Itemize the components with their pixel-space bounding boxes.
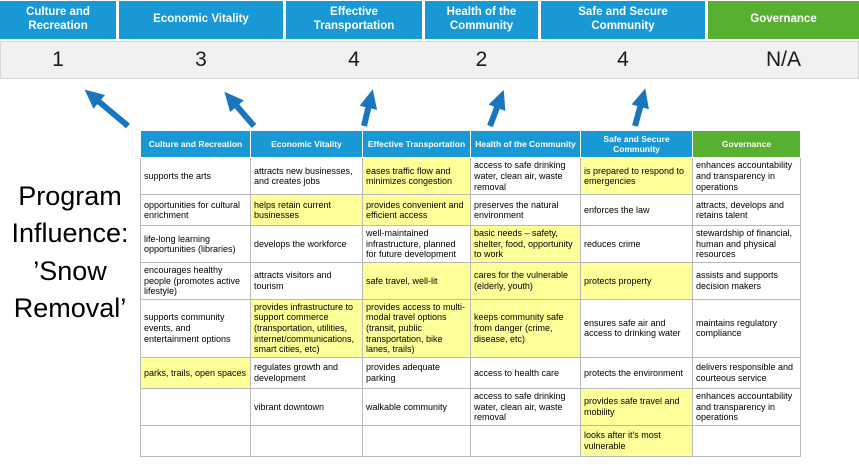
- matrix-cell: provides convenient and efficient access: [362, 194, 471, 227]
- matrix-cell: delivers responsible and courteous servi…: [692, 356, 801, 389]
- table-row: supports the arts attracts new businesses…: [140, 157, 801, 196]
- matrix-cell: protects property: [580, 262, 693, 300]
- matrix-cell: access to safe drinking water, clean air…: [470, 387, 581, 426]
- matrix-cell: looks after it's most vulnerable: [580, 424, 693, 457]
- matrix-cell: stewardship of financial, human and phys…: [692, 225, 801, 264]
- matrix-cell: [140, 387, 251, 426]
- score-band-background: [0, 41, 859, 79]
- matrix-cell: attracts new businesses, and creates job…: [250, 157, 363, 196]
- matrix-cell: reduces crime: [580, 225, 693, 264]
- matrix-cell: preserves the natural environment: [470, 194, 581, 227]
- table-row: encourages healthy people (promotes acti…: [140, 262, 801, 300]
- matrix-cell: ensures safe air and access to drinking …: [580, 298, 693, 358]
- title-line: ’Snow: [33, 255, 107, 286]
- matrix-cell: safe travel, well-lit: [362, 262, 471, 300]
- matrix-cell: helps retain current businesses: [250, 194, 363, 227]
- summary-score-3: 2: [475, 48, 488, 71]
- matrix-cell: [470, 424, 581, 457]
- matrix-cell: [250, 424, 363, 457]
- matrix-header-row: Culture and Recreation Economic Vitality E…: [140, 129, 801, 159]
- matrix-cell: regulates growth and development: [250, 356, 363, 389]
- matrix-header-cell: Safe and Secure Community: [580, 129, 693, 159]
- summary-score-0: 1: [52, 48, 64, 71]
- matrix-cell: attracts visitors and tourism: [250, 262, 363, 300]
- summary-header-2: Effective Transportation: [286, 1, 422, 39]
- table-row: supports community events, and entertain…: [140, 298, 801, 358]
- matrix-cell: [140, 424, 251, 457]
- matrix-cell: enforces the law: [580, 194, 693, 227]
- matrix-cell: access to health care: [470, 356, 581, 389]
- up-arrow-icon: [487, 89, 506, 128]
- matrix-cell: assists and supports decision makers: [692, 262, 801, 300]
- matrix-cell: enhances accountability and transparency…: [692, 157, 801, 196]
- matrix-cell: provides adequate parking: [362, 356, 471, 389]
- matrix-header-cell: Health of the Community: [470, 129, 581, 159]
- matrix-cell: basic needs – safety, shelter, food, opp…: [470, 225, 581, 264]
- matrix-header-cell: Effective Transportation: [362, 129, 471, 159]
- summary-header-5: Governance: [708, 1, 859, 39]
- matrix-cell: opportunities for cultural enrichment: [140, 194, 251, 227]
- influence-matrix-table: Culture and Recreation Economic Vitality E…: [140, 129, 801, 457]
- matrix-cell: provides safe travel and mobility: [580, 387, 693, 426]
- matrix-cell: well-maintained infrastructure, planned …: [362, 225, 471, 264]
- summary-score-4: 4: [617, 48, 629, 71]
- matrix-body: supports the arts attracts new businesses…: [140, 157, 801, 457]
- matrix-header-cell: Economic Vitality: [250, 129, 363, 159]
- up-arrow-icon: [84, 89, 130, 129]
- matrix-cell: provides infrastructure to support comme…: [250, 298, 363, 358]
- summary-header-0: Culture and Recreation: [0, 1, 116, 39]
- summary-header-4: Safe and Secure Community: [541, 1, 705, 39]
- matrix-cell: attracts, develops and retains talent: [692, 194, 801, 227]
- table-row: looks after it's most vulnerable: [140, 424, 801, 457]
- table-row: vibrant downtown walkable community access…: [140, 387, 801, 426]
- matrix-cell: eases traffic flow and minimizes congest…: [362, 157, 471, 196]
- table-row: opportunities for cultural enrichment hel…: [140, 194, 801, 227]
- summary-header-3: Health of the Community: [425, 1, 538, 39]
- matrix-cell: keeps community safe from danger (crime,…: [470, 298, 581, 358]
- up-arrow-icon: [631, 88, 649, 127]
- up-arrow-icon: [224, 91, 257, 128]
- matrix-cell: vibrant downtown: [250, 387, 363, 426]
- title-line: Program: [18, 181, 122, 211]
- matrix-cell: protects the environment: [580, 356, 693, 389]
- matrix-cell: develops the workforce: [250, 225, 363, 264]
- matrix-cell: life-long learning opportunities (librar…: [140, 225, 251, 264]
- matrix-cell: [362, 424, 471, 457]
- summary-header-1: Economic Vitality: [119, 1, 283, 39]
- summary-score-band: 1 3 4 2 4 N/A: [0, 41, 859, 79]
- matrix-cell: maintains regulatory compliance: [692, 298, 801, 358]
- matrix-cell: [692, 424, 801, 457]
- matrix-cell: access to safe drinking water, clean air…: [470, 157, 581, 196]
- summary-score-5: N/A: [765, 48, 801, 71]
- up-arrow-icon: [359, 89, 378, 127]
- page-title: Program Influence: ’Snow Removal’: [0, 178, 140, 327]
- summary-score-2: 4: [348, 48, 360, 71]
- matrix-cell: cares for the vulnerable (elderly, youth…: [470, 262, 581, 300]
- matrix-cell: provides access to multi-modal travel op…: [362, 298, 471, 358]
- table-row: life-long learning opportunities (librar…: [140, 225, 801, 264]
- matrix-cell: supports the arts: [140, 157, 251, 196]
- matrix-header-cell: Culture and Recreation: [140, 129, 251, 159]
- matrix-cell: parks, trails, open spaces: [140, 356, 251, 389]
- matrix-header-cell: Governance: [692, 129, 801, 159]
- summary-header-band: Culture and Recreation Economic Vitality E…: [0, 1, 859, 39]
- table-row: parks, trails, open spaces regulates grow…: [140, 356, 801, 389]
- matrix-cell: walkable community: [362, 387, 471, 426]
- title-line: Influence:: [11, 218, 129, 249]
- matrix-cell: encourages healthy people (promotes acti…: [140, 262, 251, 300]
- matrix-cell: supports community events, and entertain…: [140, 298, 251, 358]
- summary-score-1: 3: [195, 48, 207, 71]
- matrix-cell: is prepared to respond to emergencies: [580, 157, 693, 196]
- matrix-cell: enhances accountability and transparency…: [692, 387, 801, 426]
- title-line: Removal’: [13, 292, 127, 323]
